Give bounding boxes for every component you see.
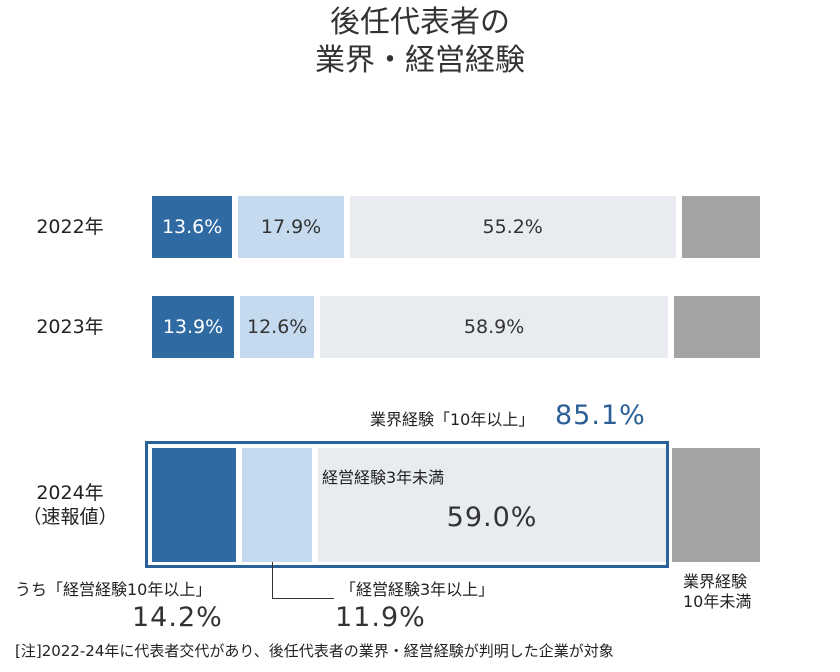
data-label: 12.6% <box>246 316 308 338</box>
connector <box>272 562 273 598</box>
highlight-box <box>145 441 669 568</box>
bar-segment <box>673 296 760 358</box>
connector <box>272 598 334 599</box>
bar-segment <box>317 448 667 562</box>
y-tick-label: 2022年 <box>36 216 104 238</box>
bar-segment <box>241 448 312 562</box>
y-tick-label: 2023年 <box>36 316 104 338</box>
bar-segment <box>240 296 315 358</box>
data-label: 11.9% <box>335 602 426 633</box>
annotation-value: 85.1% <box>555 400 646 431</box>
data-label: 14.2% <box>132 602 223 633</box>
legend-label: 「経営経験3年以上」 <box>340 580 495 599</box>
bar-segment <box>349 196 676 258</box>
data-label: 55.2% <box>482 216 543 238</box>
annotation-text: 業界経験「10年以上」 <box>370 410 535 429</box>
legend-label: 業界経験 10年未満 <box>683 572 752 611</box>
data-label: 13.9% <box>162 316 224 338</box>
bar-segment <box>152 448 236 562</box>
bar-segment <box>238 196 344 258</box>
data-label: 17.9% <box>260 216 322 238</box>
data-label: 13.6% <box>161 216 223 238</box>
bar-segment <box>152 196 233 258</box>
chart-title: 後任代表者の 業界・経営経験 <box>315 5 525 78</box>
bar-segment <box>681 196 760 258</box>
legend-label: うち「経営経験10年以上」 <box>15 580 212 599</box>
bar-segment <box>152 296 234 358</box>
data-label: 58.9% <box>463 316 525 338</box>
bar-segment <box>320 296 668 358</box>
y-tick-label: 2024年 （速報値） <box>22 482 118 528</box>
bar-segment <box>672 448 760 562</box>
footnote: [注]2022-24年に代表者交代があり、後任代表者の業界・経営経験が判明した企… <box>15 642 614 660</box>
data-label: 59.0% <box>446 502 538 533</box>
legend-label: 経営経験3年未満 <box>322 468 445 487</box>
